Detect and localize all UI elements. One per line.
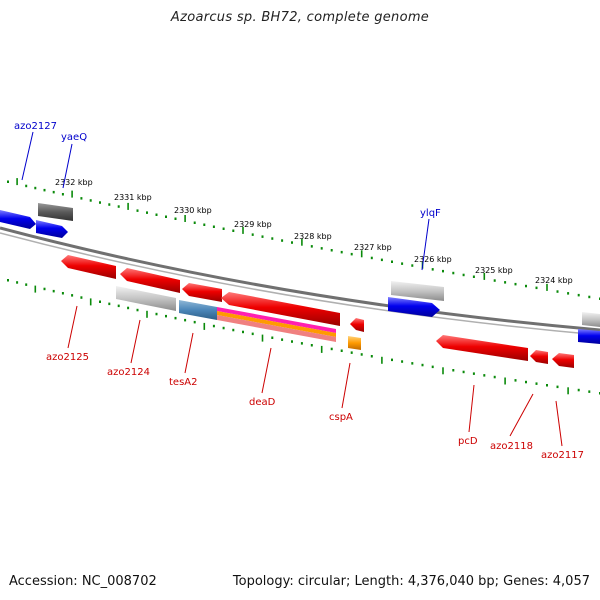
callout-line — [468, 384, 475, 433]
gene-arrow[interactable] — [61, 255, 116, 279]
callout-line — [261, 347, 272, 394]
gene-arrow[interactable] — [350, 318, 364, 332]
upper-strand-genes — [0, 203, 600, 344]
gene-label[interactable]: azo2124 — [107, 367, 150, 378]
map-title: Azoarcus sp. BH72, complete genome — [170, 10, 430, 25]
kbp-tick-label: 2327 kbp — [354, 243, 392, 252]
gene-arrow[interactable] — [217, 315, 336, 342]
callout-line — [555, 400, 563, 447]
gene-arrow[interactable] — [221, 292, 340, 326]
callout-line — [509, 393, 534, 437]
kbp-tick-label: 2332 kbp — [55, 178, 93, 187]
gene-label[interactable]: pcD — [458, 436, 478, 447]
accession-text: Accession: NC_008702 — [9, 574, 157, 589]
gene-arrow[interactable] — [36, 220, 68, 238]
gene-arrow[interactable] — [582, 312, 600, 327]
gene-arrow[interactable] — [0, 210, 36, 229]
genome-backbone — [0, 226, 600, 336]
gene-label[interactable]: yaeQ — [61, 132, 87, 143]
callout-line — [184, 332, 194, 374]
gene-arrow[interactable] — [120, 268, 180, 293]
callout-line — [341, 362, 351, 409]
lower-strand-genes — [61, 255, 574, 368]
callout-line — [421, 218, 430, 271]
gene-arrow[interactable] — [578, 329, 600, 344]
upper-gene-labels: azo2127 yaeQ ylqF — [14, 121, 441, 219]
callout-lines — [21, 131, 563, 447]
lower-gene-labels: azo2125 azo2124 tesA2 deaD cspA pcD azo2… — [46, 352, 584, 461]
lower-tick-track — [7, 279, 600, 395]
kbp-tick-label: 2329 kbp — [234, 220, 272, 229]
kbp-tick-label: 2328 kbp — [294, 232, 332, 241]
gene-arrow[interactable] — [348, 336, 361, 350]
gene-label[interactable]: azo2127 — [14, 121, 57, 132]
gene-arrow[interactable] — [388, 297, 440, 317]
gene-label[interactable]: tesA2 — [169, 377, 198, 388]
gene-label[interactable]: azo2118 — [490, 441, 533, 452]
gene-arrow[interactable] — [391, 281, 444, 301]
gene-label[interactable]: deaD — [249, 397, 276, 408]
genome-summary-text: Topology: circular; Length: 4,376,040 bp… — [232, 574, 590, 589]
gene-arrow[interactable] — [38, 203, 73, 221]
gene-arrow[interactable] — [179, 300, 217, 320]
gene-arrow[interactable] — [217, 307, 336, 333]
gene-arrow[interactable] — [552, 353, 574, 368]
kbp-tick-label: 2325 kbp — [475, 266, 513, 275]
kbp-tick-label: 2326 kbp — [414, 255, 452, 264]
gene-label[interactable]: azo2117 — [541, 450, 584, 461]
gene-label[interactable]: ylqF — [420, 208, 441, 219]
gene-arrow[interactable] — [436, 335, 528, 361]
callout-line — [21, 131, 34, 181]
kbp-tick-label: 2324 kbp — [535, 276, 573, 285]
gene-arrow[interactable] — [182, 283, 222, 302]
gene-arrow[interactable] — [116, 286, 176, 311]
gene-arrow[interactable] — [217, 311, 336, 337]
callout-line — [62, 143, 73, 189]
kbp-scale: 2332 kbp 2331 kbp 2330 kbp 2329 kbp 2328… — [55, 178, 573, 285]
kbp-tick-label: 2330 kbp — [174, 206, 212, 215]
gene-arrow[interactable] — [530, 350, 548, 364]
callout-line — [130, 319, 141, 364]
gene-label[interactable]: cspA — [329, 412, 353, 423]
gene-label[interactable]: azo2125 — [46, 352, 89, 363]
kbp-tick-label: 2331 kbp — [114, 193, 152, 202]
callout-line — [67, 305, 78, 349]
